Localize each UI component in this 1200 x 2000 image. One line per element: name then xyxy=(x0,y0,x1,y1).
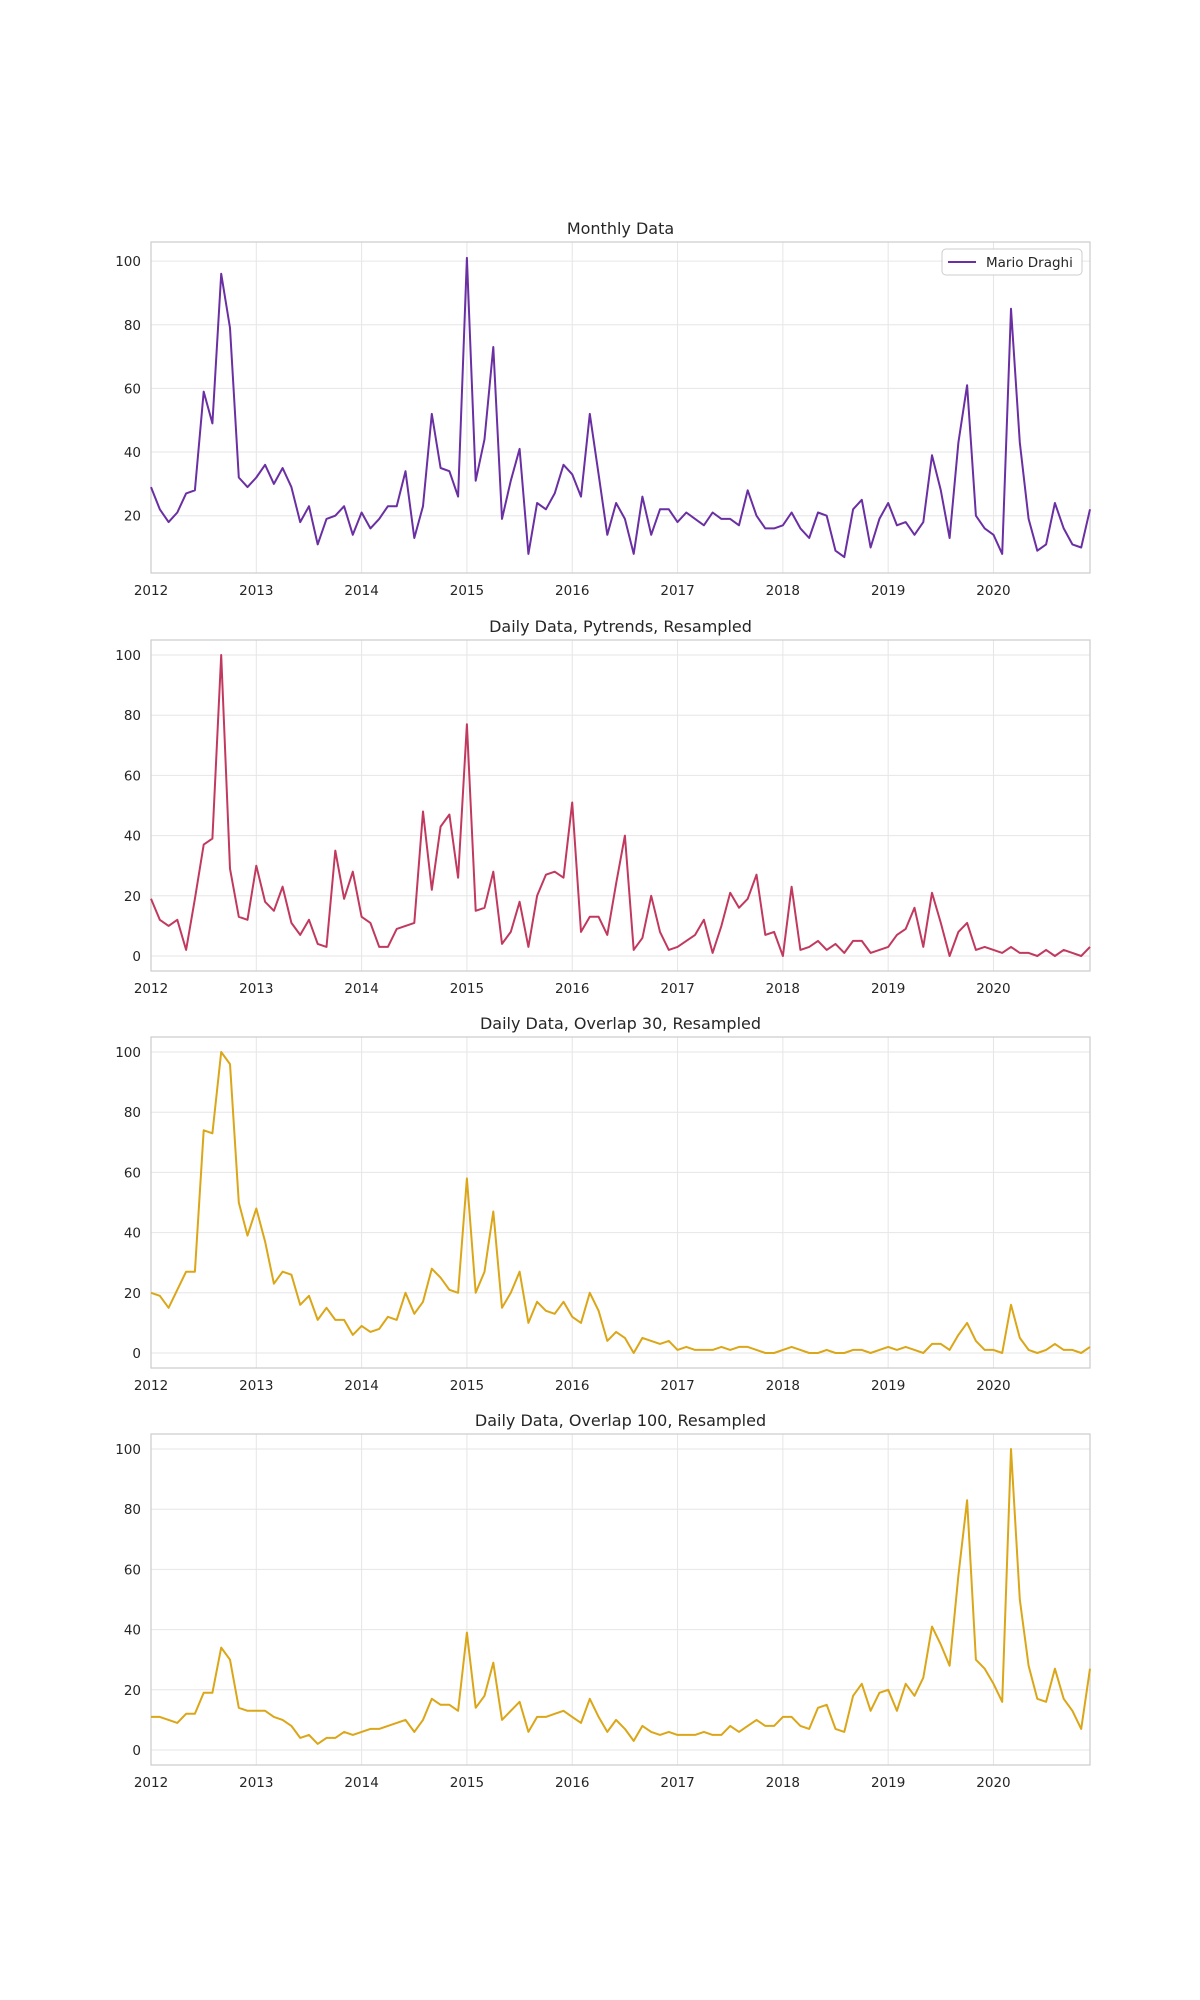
x-tick-label: 2014 xyxy=(344,1378,378,1394)
x-tick-label: 2015 xyxy=(450,981,484,997)
y-tick-label: 0 xyxy=(132,949,141,965)
y-tick-label: 20 xyxy=(124,889,141,905)
chart-title: Daily Data, Overlap 30, Resampled xyxy=(480,1014,761,1033)
series-line xyxy=(151,1448,1091,1745)
x-tick-label: 2020 xyxy=(976,583,1010,599)
x-tick-label: 2014 xyxy=(344,981,378,997)
x-tick-label: 2017 xyxy=(660,981,694,997)
series-line xyxy=(150,256,1091,559)
x-tick-label: 2016 xyxy=(555,583,589,599)
x-tick-label: 2020 xyxy=(976,1378,1010,1394)
series-line xyxy=(150,654,1091,957)
x-tick-label: 2018 xyxy=(766,1378,800,1394)
x-tick-label: 2018 xyxy=(766,1775,800,1791)
y-tick-label: 60 xyxy=(124,1165,141,1181)
y-tick-label: 100 xyxy=(115,1045,141,1061)
y-tick-label: 20 xyxy=(124,1286,141,1302)
x-tick-label: 2016 xyxy=(555,1775,589,1791)
y-tick-label: 80 xyxy=(124,318,141,334)
legend: Mario Draghi xyxy=(941,248,1083,276)
x-tick-label: 2019 xyxy=(871,583,905,599)
x-tick-label: 2013 xyxy=(239,981,273,997)
chart-panel-1: 2012 2013 2014 2015 2016 2017 2018 2019 20202040… xyxy=(115,219,1091,599)
x-tick-label: 2019 xyxy=(871,1378,905,1394)
chart-panel-4: 2012 2013 2014 2015 2016 2017 2018 2019 2020 0 20 4… xyxy=(115,1411,1091,1791)
x-tick-label: 2012 xyxy=(134,1775,168,1791)
x-tick-label: 2018 xyxy=(766,583,800,599)
y-tick-label: 60 xyxy=(124,768,141,784)
y-tick-label: 80 xyxy=(124,708,141,724)
plot-frame xyxy=(150,639,1091,972)
legend-label: Mario Draghi xyxy=(986,255,1073,271)
y-tick-label: 40 xyxy=(124,445,141,461)
y-tick-label: 40 xyxy=(124,829,141,845)
y-tick-label: 100 xyxy=(115,1442,141,1458)
y-tick-label: 40 xyxy=(124,1226,141,1242)
x-tick-label: 2020 xyxy=(976,1775,1010,1791)
chart-panel-2: 2012 2013 2014 2015 2016 2017 2018 2019 2020 0 20 4… xyxy=(115,617,1091,997)
y-tick-label: 60 xyxy=(124,1562,141,1578)
y-tick-label: 40 xyxy=(124,1623,141,1639)
x-tick-label: 2012 xyxy=(134,981,168,997)
series-line xyxy=(150,1051,1091,1354)
y-tick-label: 0 xyxy=(132,1743,141,1759)
x-tick-label: 2019 xyxy=(871,981,905,997)
x-tick-label: 2017 xyxy=(660,1378,694,1394)
x-tick-label: 2014 xyxy=(344,1775,378,1791)
chart-title: Monthly Data xyxy=(567,219,674,238)
y-tick-label: 100 xyxy=(115,648,141,664)
x-tick-label: 2015 xyxy=(450,583,484,599)
x-tick-label: 2012 xyxy=(134,583,168,599)
x-tick-label: 2018 xyxy=(766,981,800,997)
y-tick-label: 20 xyxy=(124,509,141,525)
x-tick-label: 2017 xyxy=(660,1775,694,1791)
chart-title: Daily Data, Pytrends, Resampled xyxy=(489,617,752,636)
x-tick-label: 2012 xyxy=(134,1378,168,1394)
x-tick-label: 2016 xyxy=(555,1378,589,1394)
x-tick-label: 2013 xyxy=(239,1378,273,1394)
y-tick-label: 80 xyxy=(124,1502,141,1518)
y-tick-label: 80 xyxy=(124,1105,141,1121)
x-tick-label: 2014 xyxy=(344,583,378,599)
x-tick-label: 2013 xyxy=(239,1775,273,1791)
y-tick-label: 0 xyxy=(132,1346,141,1362)
x-tick-label: 2020 xyxy=(976,981,1010,997)
plot-frame xyxy=(150,1433,1091,1766)
x-tick-label: 2013 xyxy=(239,583,273,599)
x-tick-label: 2016 xyxy=(555,981,589,997)
x-tick-label: 2017 xyxy=(660,583,694,599)
chart-panel-3: 2012 2013 2014 2015 2016 2017 2018 2019 2020 0 20 4… xyxy=(115,1014,1091,1394)
x-tick-label: 2015 xyxy=(450,1378,484,1394)
x-tick-label: 2015 xyxy=(450,1775,484,1791)
plot-frame xyxy=(150,241,1091,574)
plot-frame xyxy=(150,1036,1091,1369)
x-tick-label: 2019 xyxy=(871,1775,905,1791)
y-tick-label: 60 xyxy=(124,381,141,397)
chart-title: Daily Data, Overlap 100, Resampled xyxy=(475,1411,766,1430)
y-tick-label: 20 xyxy=(124,1683,141,1699)
y-tick-label: 100 xyxy=(115,254,141,270)
legend-box xyxy=(941,248,1083,276)
